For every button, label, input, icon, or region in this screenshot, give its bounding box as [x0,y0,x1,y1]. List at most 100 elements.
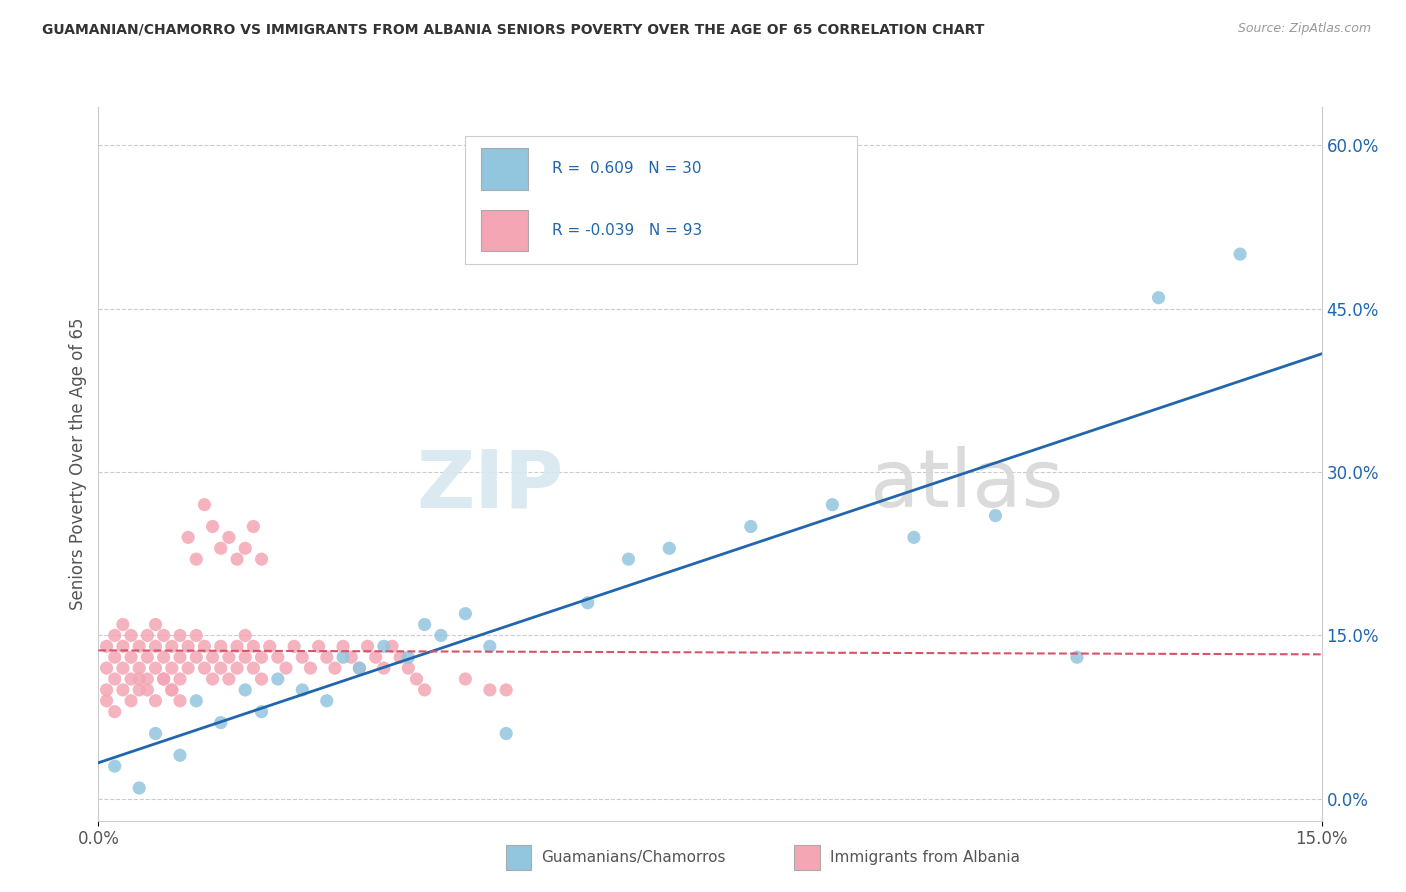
Point [356,640,378,654]
Point [218,672,240,686]
Point [152,672,174,686]
Point [145,640,167,654]
Y-axis label: Seniors Poverty Over the Age of 65: Seniors Poverty Over the Age of 65 [69,318,87,610]
Point [120,694,142,708]
Point [478,640,501,654]
Point [267,672,290,686]
Point [104,628,127,642]
Point [332,640,354,654]
Point [478,682,501,697]
Point [152,628,174,642]
Point [349,661,371,675]
Point [454,607,477,621]
Point [315,650,337,665]
Point [242,661,264,675]
Point [250,552,273,566]
Point [209,715,232,730]
Point [209,640,232,654]
Point [218,650,240,665]
Point [308,640,330,654]
Point [658,541,681,556]
Point [128,780,150,795]
Point [373,640,395,654]
Point [267,650,290,665]
Point [903,530,925,544]
Point [381,640,404,654]
Point [226,552,249,566]
Point [740,519,762,533]
Point [201,672,224,686]
Point [233,541,256,556]
Point [169,748,191,763]
Point [104,672,127,686]
Point [259,640,281,654]
Point [136,682,159,697]
Point [96,640,118,654]
Point [145,726,167,740]
Point [454,672,477,686]
Point [283,640,305,654]
Point [152,650,174,665]
Point [1147,291,1170,305]
Point [617,552,640,566]
Point [250,705,273,719]
Point [136,672,159,686]
Point [193,640,215,654]
Point [120,650,142,665]
Point [413,617,436,632]
Point [177,661,200,675]
Point [193,498,215,512]
Point [186,650,208,665]
Point [177,640,200,654]
Point [396,661,419,675]
Point [111,617,134,632]
Point [340,650,363,665]
Point [160,640,183,654]
Point [209,661,232,675]
Point [299,661,322,675]
Point [389,650,412,665]
Point [1229,247,1251,261]
Point [128,672,150,686]
Point [430,628,453,642]
Text: ZIP: ZIP [416,446,564,524]
Point [96,694,118,708]
Point [201,519,224,533]
Point [136,650,159,665]
Point [373,661,395,675]
Point [315,694,337,708]
Point [201,650,224,665]
Point [250,672,273,686]
Point [169,672,191,686]
Point [821,498,844,512]
Point [226,640,249,654]
Point [104,705,127,719]
Point [186,552,208,566]
Point [405,672,427,686]
Point [1066,650,1088,665]
Point [120,628,142,642]
Point [128,640,150,654]
Point [145,661,167,675]
Point [136,628,159,642]
Point [250,650,273,665]
Point [218,530,240,544]
Point [332,650,354,665]
Point [233,682,256,697]
Point [160,661,183,675]
Point [984,508,1007,523]
Point [111,682,134,697]
Point [413,682,436,697]
Point [233,628,256,642]
Point [104,650,127,665]
Point [160,682,183,697]
Text: Guamanians/Chamorros: Guamanians/Chamorros [541,850,725,864]
Point [152,672,174,686]
Text: Immigrants from Albania: Immigrants from Albania [830,850,1019,864]
Point [160,682,183,697]
Point [495,682,517,697]
Point [104,759,127,773]
Point [145,617,167,632]
Point [145,694,167,708]
Point [291,682,314,697]
